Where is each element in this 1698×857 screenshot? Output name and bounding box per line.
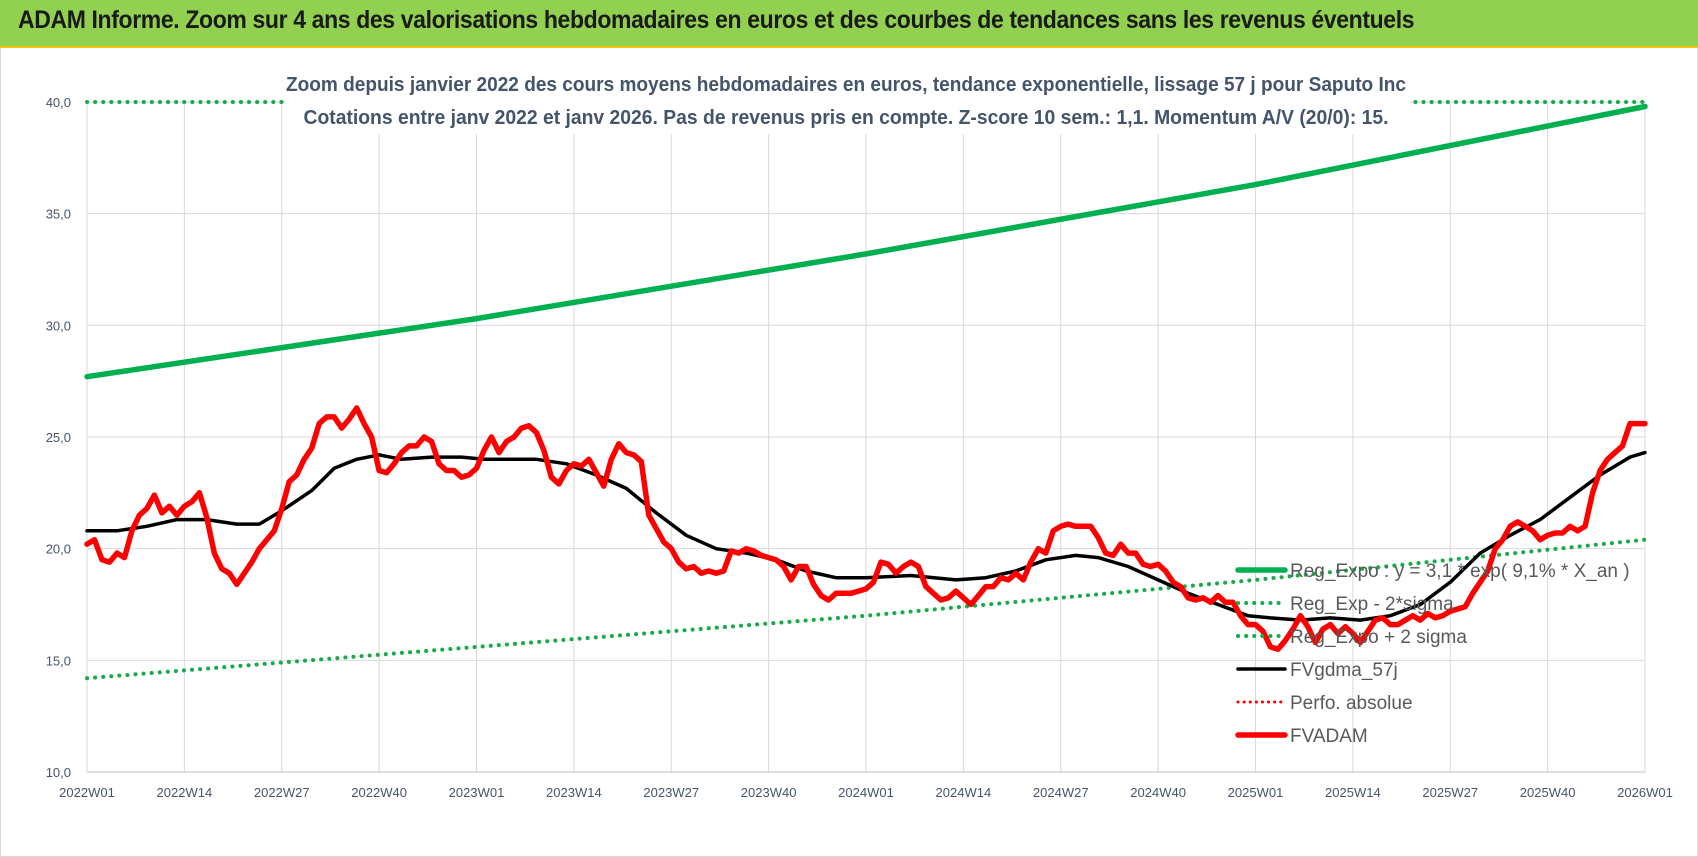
legend-label: Perfo. absolue xyxy=(1290,693,1413,714)
x-tick-label: 2022W14 xyxy=(157,785,213,800)
x-tick-label: 2023W01 xyxy=(449,785,505,800)
y-tick-label: 30,0 xyxy=(46,318,71,333)
x-tick-label: 2024W40 xyxy=(1130,785,1186,800)
subtitle-line-1: Zoom depuis janvier 2022 des cours moyen… xyxy=(286,74,1406,96)
title-banner: ADAM Informe. Zoom sur 4 ans des valoris… xyxy=(0,0,1698,48)
chart-subtitle: Zoom depuis janvier 2022 des cours moyen… xyxy=(285,68,1410,134)
x-tick-label: 2025W40 xyxy=(1520,785,1576,800)
subtitle-line-2: Cotations entre janv 2022 et janv 2026. … xyxy=(304,107,1389,129)
y-tick-label: 25,0 xyxy=(46,430,71,445)
x-tick-label: 2025W27 xyxy=(1422,785,1478,800)
legend-label: Reg_Expo : y = 3,1 * exp( 9,1% * X_an ) xyxy=(1290,561,1630,582)
series-reg-exp-minus-2sigma xyxy=(85,537,1647,681)
legend-label: FVADAM xyxy=(1290,726,1368,747)
y-tick-label: 40,0 xyxy=(46,95,71,110)
legend-label: Reg_Exp - 2*sigma xyxy=(1290,594,1454,615)
x-tick-label: 2025W01 xyxy=(1228,785,1284,800)
x-tick-label: 2023W40 xyxy=(741,785,797,800)
x-tick-label: 2023W27 xyxy=(643,785,699,800)
series-fvgdma-57j xyxy=(85,450,1647,622)
series-fvadam xyxy=(84,405,1648,652)
x-tick-label: 2026W01 xyxy=(1617,785,1673,800)
x-tick-label: 2022W40 xyxy=(351,785,407,800)
series-reg-expo xyxy=(84,103,1648,380)
y-tick-label: 10,0 xyxy=(46,765,71,780)
x-tick-label: 2025W14 xyxy=(1325,785,1381,800)
x-tick-label: 2022W27 xyxy=(254,785,310,800)
subtitle-backdrop xyxy=(285,68,1410,134)
x-tick-label: 2023W14 xyxy=(546,785,602,800)
legend-label: Reg_Expo + 2 sigma xyxy=(1290,627,1467,648)
y-tick-label: 20,0 xyxy=(46,542,71,557)
y-axis: 10,0 15,0 20,0 25,0 30,0 35,0 40,0 xyxy=(46,95,71,780)
y-tick-label: 35,0 xyxy=(46,207,71,222)
x-tick-label: 2024W27 xyxy=(1033,785,1089,800)
grid-lines xyxy=(86,101,1646,773)
legend-label: FVgdma_57j xyxy=(1290,660,1398,681)
legend: Reg_Expo : y = 3,1 * exp( 9,1% * X_an ) R… xyxy=(1235,561,1630,747)
x-tick-label: 2022W01 xyxy=(59,785,115,800)
y-tick-label: 15,0 xyxy=(46,653,71,668)
banner-title: ADAM Informe. Zoom sur 4 ans des valoris… xyxy=(18,6,1415,34)
x-tick-label: 2024W14 xyxy=(936,785,992,800)
x-tick-label: 2024W01 xyxy=(838,785,894,800)
x-axis: 2022W01 2022W14 2022W27 2022W40 2023W01 2023W… xyxy=(59,785,1673,800)
